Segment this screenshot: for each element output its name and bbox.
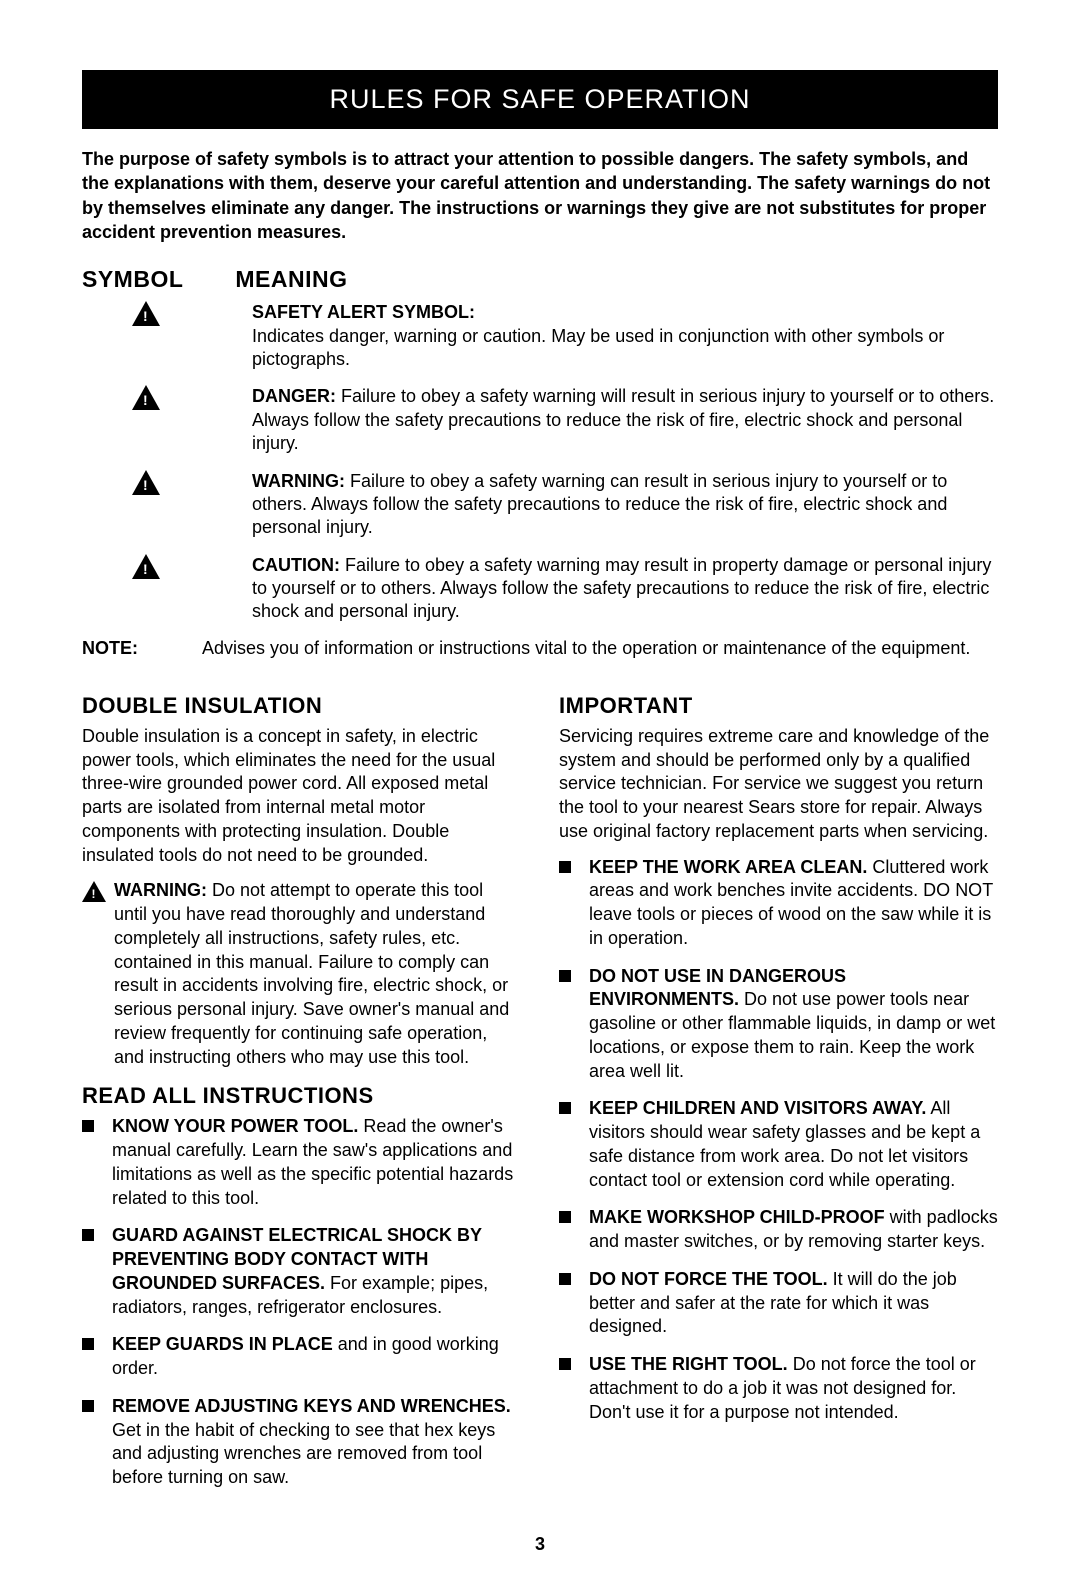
symbol-table-header: SYMBOL MEANING: [82, 266, 998, 293]
heading-important: IMPORTANT: [559, 693, 998, 719]
title-bar: RULES FOR SAFE OPERATION: [82, 70, 998, 129]
inline-warning: WARNING: Do not attempt to operate this …: [82, 879, 521, 1069]
alert-triangle-icon: [132, 554, 160, 579]
list-item: MAKE WORKSHOP CHILD-PROOF with padlocks …: [559, 1206, 998, 1254]
list-item: KEEP CHILDREN AND VISITORS AWAY. All vis…: [559, 1097, 998, 1192]
list-item-bold: KEEP THE WORK AREA CLEAN.: [589, 857, 867, 877]
row-body: Failure to obey a safety warning can res…: [252, 471, 947, 538]
right-column: IMPORTANT Servicing requires extreme car…: [559, 683, 998, 1504]
note-body: Advises you of information or instructio…: [202, 638, 970, 659]
list-item-bold: MAKE WORKSHOP CHILD-PROOF: [589, 1207, 885, 1227]
header-meaning: MEANING: [235, 266, 347, 293]
symbol-row-alert: SAFETY ALERT SYMBOL: Indicates danger, w…: [82, 301, 998, 371]
note-row: NOTE: Advises you of information or inst…: [82, 638, 998, 659]
list-item-bold: DO NOT FORCE THE TOOL.: [589, 1269, 828, 1289]
page-number: 3: [82, 1534, 998, 1555]
list-item: KNOW YOUR POWER TOOL. Read the owner's m…: [82, 1115, 521, 1210]
manual-page: RULES FOR SAFE OPERATION The purpose of …: [0, 0, 1080, 1595]
list-item: REMOVE ADJUSTING KEYS AND WRENCHES. Get …: [82, 1395, 521, 1490]
important-body: Servicing requires extreme care and know…: [559, 725, 998, 844]
two-column-body: DOUBLE INSULATION Double insulation is a…: [82, 683, 998, 1504]
list-item: USE THE RIGHT TOOL. Do not force the too…: [559, 1353, 998, 1424]
symbol-row-danger: DANGER: Failure to obey a safety warning…: [82, 385, 998, 455]
double-insulation-body: Double insulation is a concept in safety…: [82, 725, 521, 868]
heading-double-insulation: DOUBLE INSULATION: [82, 693, 521, 719]
row-head: CAUTION:: [252, 555, 340, 575]
alert-triangle-icon: [132, 470, 160, 495]
header-symbol: SYMBOL: [82, 266, 183, 293]
alert-triangle-icon: [82, 881, 106, 902]
meaning-cell: WARNING: Failure to obey a safety warnin…: [252, 470, 998, 540]
heading-read-all: READ ALL INSTRUCTIONS: [82, 1083, 521, 1109]
alert-triangle-icon: [132, 385, 160, 410]
list-item-bold: USE THE RIGHT TOOL.: [589, 1354, 788, 1374]
row-body: Indicates danger, warning or caution. Ma…: [252, 326, 944, 369]
row-head: WARNING:: [252, 471, 345, 491]
list-item-bold: KEEP GUARDS IN PLACE: [112, 1334, 333, 1354]
list-item: DO NOT USE IN DANGEROUS ENVIRONMENTS. Do…: [559, 965, 998, 1084]
row-head: SAFETY ALERT SYMBOL:: [252, 302, 475, 322]
meaning-cell: CAUTION: Failure to obey a safety warnin…: [252, 554, 998, 624]
list-item-bold: KNOW YOUR POWER TOOL.: [112, 1116, 358, 1136]
list-item: KEEP GUARDS IN PLACE and in good working…: [82, 1333, 521, 1381]
list-item-bold: KEEP CHILDREN AND VISITORS AWAY.: [589, 1098, 926, 1118]
row-body: Failure to obey a safety warning will re…: [252, 386, 994, 453]
symbol-cell: [82, 301, 252, 331]
symbol-row-caution: CAUTION: Failure to obey a safety warnin…: [82, 554, 998, 624]
intro-paragraph: The purpose of safety symbols is to attr…: [82, 147, 998, 244]
inline-warning-body: Do not attempt to operate this tool unti…: [114, 880, 509, 1066]
left-list: KNOW YOUR POWER TOOL. Read the owner's m…: [82, 1115, 521, 1490]
list-item-bold: REMOVE ADJUSTING KEYS AND WRENCHES.: [112, 1396, 511, 1416]
meaning-cell: DANGER: Failure to obey a safety warning…: [252, 385, 998, 455]
left-column: DOUBLE INSULATION Double insulation is a…: [82, 683, 521, 1504]
symbol-row-warning: WARNING: Failure to obey a safety warnin…: [82, 470, 998, 540]
inline-warning-head: WARNING:: [114, 880, 207, 900]
symbol-cell: [82, 554, 252, 584]
row-body: Failure to obey a safety warning may res…: [252, 555, 991, 622]
list-item-text: Get in the habit of checking to see that…: [112, 1420, 495, 1488]
row-head: DANGER:: [252, 386, 336, 406]
list-item: KEEP THE WORK AREA CLEAN. Cluttered work…: [559, 856, 998, 951]
list-item: GUARD AGAINST ELECTRICAL SHOCK BY PREVEN…: [82, 1224, 521, 1319]
list-item: DO NOT FORCE THE TOOL. It will do the jo…: [559, 1268, 998, 1339]
right-list: KEEP THE WORK AREA CLEAN. Cluttered work…: [559, 856, 998, 1425]
symbol-cell: [82, 470, 252, 500]
alert-triangle-icon: [132, 301, 160, 326]
symbol-cell: [82, 385, 252, 415]
note-label: NOTE:: [82, 638, 202, 659]
meaning-cell: SAFETY ALERT SYMBOL: Indicates danger, w…: [252, 301, 998, 371]
